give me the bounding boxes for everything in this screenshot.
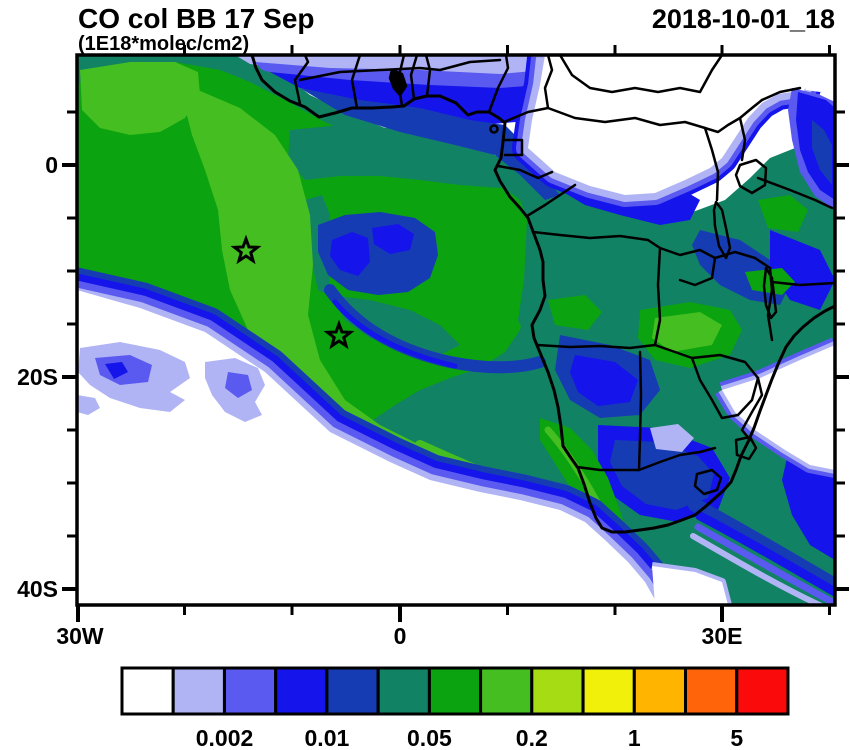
contour-streak-lavender-se	[690, 533, 827, 605]
plot-datetime: 2018-10-01_18	[652, 4, 835, 34]
contour-region-blue-east	[570, 355, 638, 406]
y-axis-ticks-left	[62, 110, 77, 591]
colorbar-cell	[120, 666, 175, 716]
lesotho-border	[693, 468, 723, 496]
lake-volta	[388, 68, 408, 97]
contour-region-navy-ne	[812, 120, 832, 185]
lake-malawi	[762, 266, 778, 320]
colorbar-label: 0.05	[407, 725, 452, 750]
map-frame	[75, 53, 837, 607]
contour-region-blue-eye-core	[330, 232, 370, 276]
star-marker	[323, 319, 355, 350]
y-tick-label-20s: 20S	[17, 364, 58, 390]
colorbar-label: 1	[628, 725, 641, 750]
colorbar-cell	[581, 666, 636, 716]
contour-region-teal-collar	[288, 125, 520, 188]
contour-region-navy-sa	[610, 440, 714, 510]
lakes	[388, 68, 778, 496]
x-axis-ticks-bottom	[76, 605, 831, 622]
colorbar-cell	[427, 666, 483, 716]
lake-tanganyika	[712, 200, 732, 260]
contour-region-lavender-spot	[650, 424, 694, 452]
x-tick-label-30w: 30W	[56, 623, 104, 649]
contour-region-white-mozambique	[722, 345, 835, 470]
contour-region-green-patch	[548, 295, 602, 330]
contour-region-blue-patch	[105, 362, 128, 379]
fire-location-markers	[230, 234, 355, 350]
contour-region-lavender-patch	[77, 395, 100, 415]
y-axis-ticks-right	[835, 110, 849, 591]
contour-region-teal-collar	[330, 295, 460, 355]
map-frame-and-ticks	[62, 45, 849, 622]
contour-region-white-ne-pocket	[796, 55, 835, 92]
x-tick-label-30e: 30E	[702, 623, 743, 649]
contour-streak-navy-se	[688, 498, 835, 594]
contour-region-blueviolet-patch	[225, 372, 252, 398]
contour-region-green-patch	[758, 195, 808, 232]
y-tick-label-0: 0	[45, 152, 58, 178]
contour-region-blue-eye-core	[372, 224, 414, 254]
colorbar-cell	[735, 666, 790, 716]
colorbar-label: 0.2	[516, 725, 548, 750]
x-tick-label-0: 0	[394, 623, 407, 649]
contour-streak-blueviolet-se	[694, 523, 835, 605]
geography-lines	[250, 55, 835, 534]
colorbar-label: 0.002	[196, 725, 254, 750]
y-tick-label-40s: 40S	[17, 576, 58, 602]
colorbar-labels: 0.002 0.01 0.05 0.2 1 5	[196, 725, 744, 750]
bioko-island	[489, 124, 499, 134]
colorbar-cell	[684, 666, 739, 716]
plot-units: (1E18*molec/cm2)	[78, 33, 249, 55]
contour-region-white-se-pocket	[652, 566, 728, 605]
contour-region-navy-coast	[300, 88, 560, 200]
plot-title: CO col BB 17 Sep	[78, 3, 315, 34]
contour-streak-navy-crescent	[324, 284, 546, 374]
colorbar-cell	[530, 666, 585, 716]
contour-streak-blue-crescent	[332, 299, 458, 369]
colorbar-cell	[274, 666, 329, 716]
contour-region-lightgreen-topleft	[80, 62, 200, 135]
star-marker	[230, 234, 262, 265]
colorbar-cell	[325, 666, 380, 716]
contour-region-teal-collar	[518, 200, 552, 340]
colorbar-cell	[171, 666, 226, 716]
country-borders	[293, 55, 835, 472]
colorbar-cell	[479, 666, 534, 716]
colorbar-cell	[376, 666, 431, 716]
x-axis-ticks-top	[183, 45, 831, 55]
colorbar	[120, 666, 790, 716]
contour-region-lightgreen-zambia	[652, 312, 722, 352]
colorbar-cell	[632, 666, 687, 716]
colorbar-label: 0.01	[305, 725, 350, 750]
colorbar-label: 5	[730, 725, 743, 750]
contour-streak-blue-se	[695, 511, 835, 598]
colorbar-cell	[223, 666, 278, 716]
contour-region-lightgreen-hook	[185, 90, 420, 445]
contour-region-blue-strip	[270, 72, 540, 125]
lake-victoria	[734, 158, 768, 195]
swaziland-border	[734, 435, 758, 461]
contour-fill-layers	[77, 55, 835, 605]
